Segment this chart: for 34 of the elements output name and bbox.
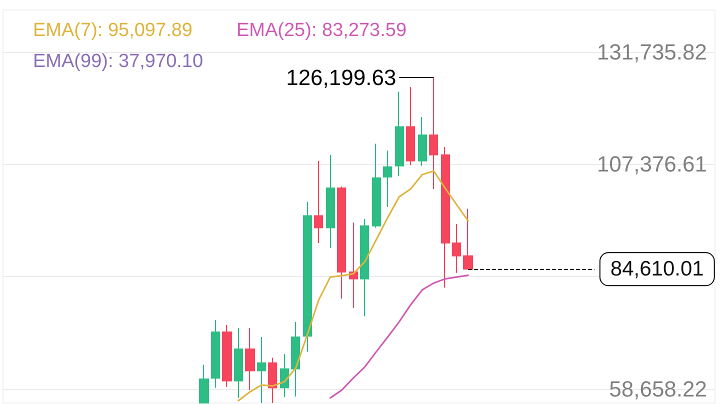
candlestick <box>452 224 461 274</box>
candlestick <box>418 116 427 166</box>
candlestick <box>349 222 358 308</box>
y-tick-label: 107,376.61 <box>596 152 707 177</box>
candlestick <box>257 336 266 404</box>
y-tick-label: 58,658.22 <box>609 376 707 402</box>
candlestick <box>372 143 381 228</box>
ref-line-label: 84,610.01 <box>610 258 704 281</box>
candlestick <box>268 357 277 404</box>
line-series <box>238 170 469 402</box>
candlestick <box>326 154 335 249</box>
candlestick <box>441 146 450 288</box>
candlestick <box>463 208 473 270</box>
candlestick <box>291 321 300 398</box>
candlestick <box>303 201 312 352</box>
text: EMA(7): 95,097.89 <box>33 20 192 41</box>
candlestick <box>222 324 232 388</box>
text: EMA(25): 83,273.59 <box>236 20 407 41</box>
candlestick <box>245 327 255 391</box>
y-tick-label: 131,735.82 <box>596 39 707 64</box>
candlestick <box>280 354 289 398</box>
candlestick <box>337 186 346 300</box>
annotation: 126,199.63 <box>286 64 396 90</box>
candlestick <box>429 76 438 190</box>
candlestick <box>234 327 243 398</box>
candlestick <box>406 86 415 166</box>
legend-label: EMA(99): 37,970.10 <box>33 51 204 72</box>
candlestick <box>199 364 209 404</box>
candlestick <box>314 160 323 244</box>
candlestick <box>383 150 392 208</box>
candlestick <box>360 218 369 317</box>
line-series <box>329 274 469 399</box>
candlestick <box>395 91 404 177</box>
candlestick <box>211 319 220 388</box>
